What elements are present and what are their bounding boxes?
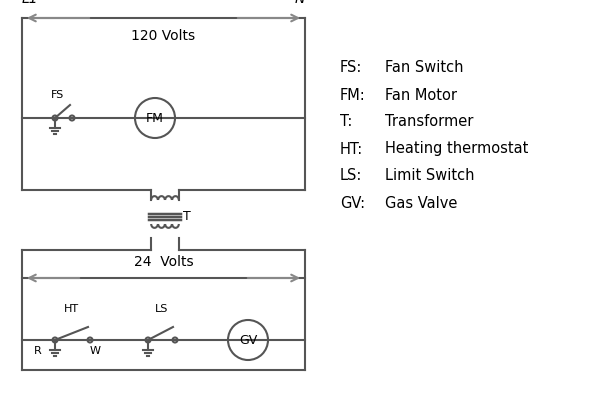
Text: GV: GV bbox=[239, 334, 257, 346]
Text: FS:: FS: bbox=[340, 60, 362, 76]
Text: 120 Volts: 120 Volts bbox=[132, 29, 195, 43]
Text: Fan Switch: Fan Switch bbox=[385, 60, 464, 76]
Text: T:: T: bbox=[340, 114, 352, 130]
Text: R: R bbox=[34, 346, 42, 356]
Text: Transformer: Transformer bbox=[385, 114, 473, 130]
Text: 24  Volts: 24 Volts bbox=[134, 255, 194, 269]
Text: FM:: FM: bbox=[340, 88, 366, 102]
Text: FS: FS bbox=[51, 90, 64, 100]
Text: Heating thermostat: Heating thermostat bbox=[385, 142, 529, 156]
Text: HT:: HT: bbox=[340, 142, 363, 156]
Text: Limit Switch: Limit Switch bbox=[385, 168, 474, 184]
Text: LS: LS bbox=[155, 304, 168, 314]
Text: GV:: GV: bbox=[340, 196, 365, 210]
Text: L1: L1 bbox=[22, 0, 38, 6]
Text: N: N bbox=[294, 0, 305, 6]
Text: HT: HT bbox=[64, 304, 79, 314]
Text: T: T bbox=[183, 210, 191, 224]
Text: FM: FM bbox=[146, 112, 164, 124]
Text: Fan Motor: Fan Motor bbox=[385, 88, 457, 102]
Text: Gas Valve: Gas Valve bbox=[385, 196, 457, 210]
Text: LS:: LS: bbox=[340, 168, 362, 184]
Text: W: W bbox=[90, 346, 100, 356]
